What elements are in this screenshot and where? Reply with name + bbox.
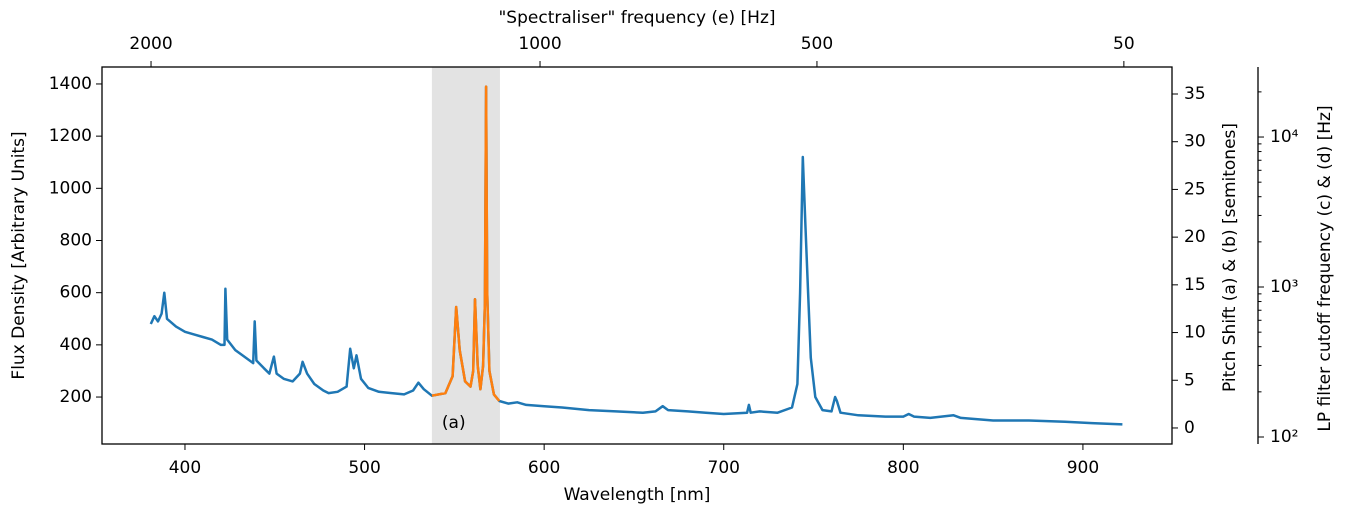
y2-tick-label: 10: [1184, 323, 1206, 343]
plot-frame: [101, 66, 1173, 445]
x-tick-label: 500: [348, 458, 380, 478]
x-tick-label: 400: [169, 458, 201, 478]
y2-tick-label: 15: [1184, 275, 1206, 295]
top-axis-label: "Spectraliser" frequency (e) [Hz]: [498, 8, 775, 28]
y3-tick-label: 10³: [1270, 277, 1298, 297]
y2-tick-label: 20: [1184, 227, 1206, 247]
y-tick-label: 1200: [49, 126, 92, 146]
x-tick-label: 600: [528, 458, 560, 478]
x2-tick-label: 1000: [518, 34, 561, 54]
x-axis-label: Wavelength [nm]: [564, 485, 711, 505]
y3-tick-label: 10²: [1270, 427, 1298, 447]
y2-tick-label: 30: [1184, 132, 1206, 152]
x-tick-label: 700: [708, 458, 740, 478]
y-tick-label: 1000: [49, 178, 92, 198]
shaded-span: [431, 67, 500, 444]
x2-tick-label: 500: [801, 34, 833, 54]
x-tick-label: 900: [1067, 458, 1099, 478]
y3-axis-label: LP filter cutoff frequency (c) & (d) [Hz…: [1315, 105, 1335, 431]
y-axis-label: Flux Density [Arbitrary Units]: [9, 131, 29, 379]
spectrum-line: [149, 85, 1123, 426]
x2-tick-label: 50: [1113, 34, 1135, 54]
y2-tick-label: 5: [1184, 370, 1195, 390]
spectrum-line: [431, 85, 501, 402]
y2-axis-label: Pitch Shift (a) & (b) [semitones]: [1220, 123, 1240, 392]
y-tick-label: 1400: [49, 74, 92, 94]
y2-tick-label: 0: [1184, 418, 1195, 438]
y2-tick-label: 25: [1184, 179, 1206, 199]
y-tick-label: 400: [60, 335, 92, 355]
x2-tick-label: 2000: [129, 34, 172, 54]
y-tick-label: 800: [60, 230, 92, 250]
y3-tick-label: 10⁴: [1270, 127, 1299, 147]
x-tick-label: 800: [887, 458, 919, 478]
y-tick-label: 200: [60, 387, 92, 407]
annotation: (a): [442, 413, 466, 433]
y-tick-label: 600: [60, 283, 92, 303]
y2-tick-label: 35: [1184, 84, 1206, 104]
